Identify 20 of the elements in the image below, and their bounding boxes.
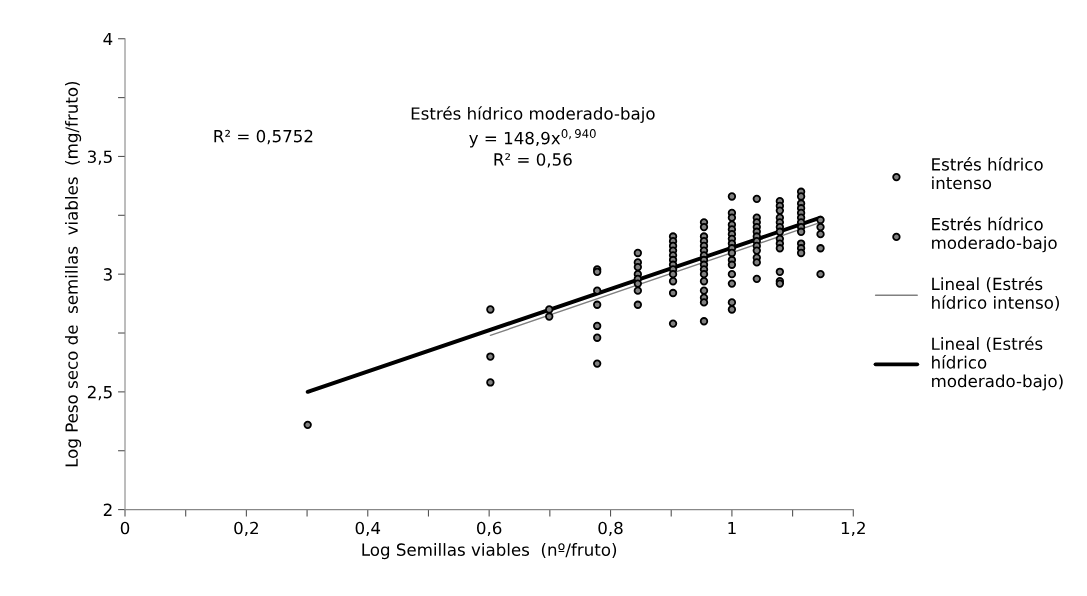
y-tick-label: 4 xyxy=(103,32,113,46)
x-tick-label: 1 xyxy=(728,521,736,535)
y-tick-label: 2,5 xyxy=(87,385,112,401)
y-tick-label: 3 xyxy=(103,268,112,281)
x-axis-title: Log Semillas viables (nº/fruto) xyxy=(362,543,617,560)
x-tick-label: 0,2 xyxy=(234,521,258,536)
x-tick-label: 0 xyxy=(120,521,130,535)
legend-label: Estrés hídrico moderado-bajo xyxy=(932,216,1057,253)
legend-label: Lineal (Estrés hídrico moderado-bajo) xyxy=(932,336,1063,391)
y-tick-label: 3,5 xyxy=(87,150,112,165)
annotation: R² = 0,5752 xyxy=(214,129,313,145)
x-tick-label: 1,2 xyxy=(841,521,865,536)
x-tick-label: 0,8 xyxy=(598,521,623,536)
legend-label: Estrés hídrico intenso xyxy=(932,157,1043,190)
y-axis-title: Log Peso seco de semillas viables (mg/fruto) xyxy=(65,81,82,467)
x-tick-label: 0,4 xyxy=(355,521,381,536)
text: Estrés hídrico moderado-bajo y = 148,9x$^{0,940}$ R² = 0,56 xyxy=(411,106,655,168)
x-tick-label: 0,6 xyxy=(477,521,502,536)
legend-label: Lineal (Estrés hídrico intenso) xyxy=(932,276,1059,311)
y-tick-label: 2 xyxy=(103,503,112,516)
